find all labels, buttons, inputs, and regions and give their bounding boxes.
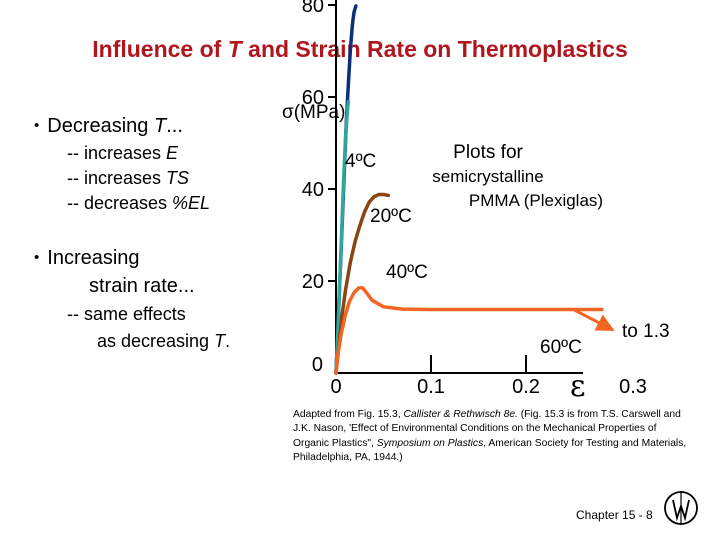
series-label: 4ºC xyxy=(345,151,376,172)
slide-title: Influence of T and Strain Rate on Thermo… xyxy=(92,36,628,62)
y-tick-label: 80 xyxy=(302,0,324,17)
y-tick-label: 20 xyxy=(302,271,324,293)
far-arrow xyxy=(572,308,615,332)
series-label: 40ºC xyxy=(386,262,428,283)
sub-decreases-el: -- decreases %EL xyxy=(67,193,211,213)
series-curve xyxy=(334,192,391,375)
citation: Adapted from Fig. 15.3, Callister & Reth… xyxy=(293,409,687,463)
series-curve xyxy=(334,286,604,375)
x-tick-label: 0.3 xyxy=(619,376,647,398)
publisher-logo-icon xyxy=(664,491,698,525)
bullet-decreasing-t: • Decreasing T... xyxy=(34,115,183,137)
sub-as-decreasing-t: as decreasing T. xyxy=(97,331,231,351)
note-line-3: PMMA (Plexiglas) xyxy=(469,191,603,210)
sub-increases-ts: -- increases TS xyxy=(67,168,190,188)
sub-same-effects: -- same effects xyxy=(67,304,186,324)
note-line-2: semicrystalline xyxy=(432,167,543,186)
x-tick-label: 0 xyxy=(330,376,341,398)
series-label: 60ºC xyxy=(540,337,582,358)
series-curve xyxy=(334,99,351,375)
y-axis-label: σ(MPa) xyxy=(282,102,345,123)
x-axis-label: ε xyxy=(570,369,586,404)
sub-increases-e: -- increases E xyxy=(67,143,179,163)
x-tick-label: 0.2 xyxy=(512,376,540,398)
y-tick-label: 40 xyxy=(302,179,324,201)
series-label: 20ºC xyxy=(370,206,412,227)
bullet-strain-rate-line2: strain rate... xyxy=(89,275,195,297)
chapter-footer: Chapter 15 - 8 xyxy=(576,508,653,522)
y-tick-label: 60 xyxy=(302,87,324,109)
note-line-1: Plots for xyxy=(453,142,523,163)
y-tick-label: 0 xyxy=(312,354,323,376)
bullet-increasing-strain-rate: • Increasing xyxy=(34,247,140,269)
x-tick-label: 0.1 xyxy=(417,376,445,398)
arrow-label: to 1.3 xyxy=(622,321,670,342)
